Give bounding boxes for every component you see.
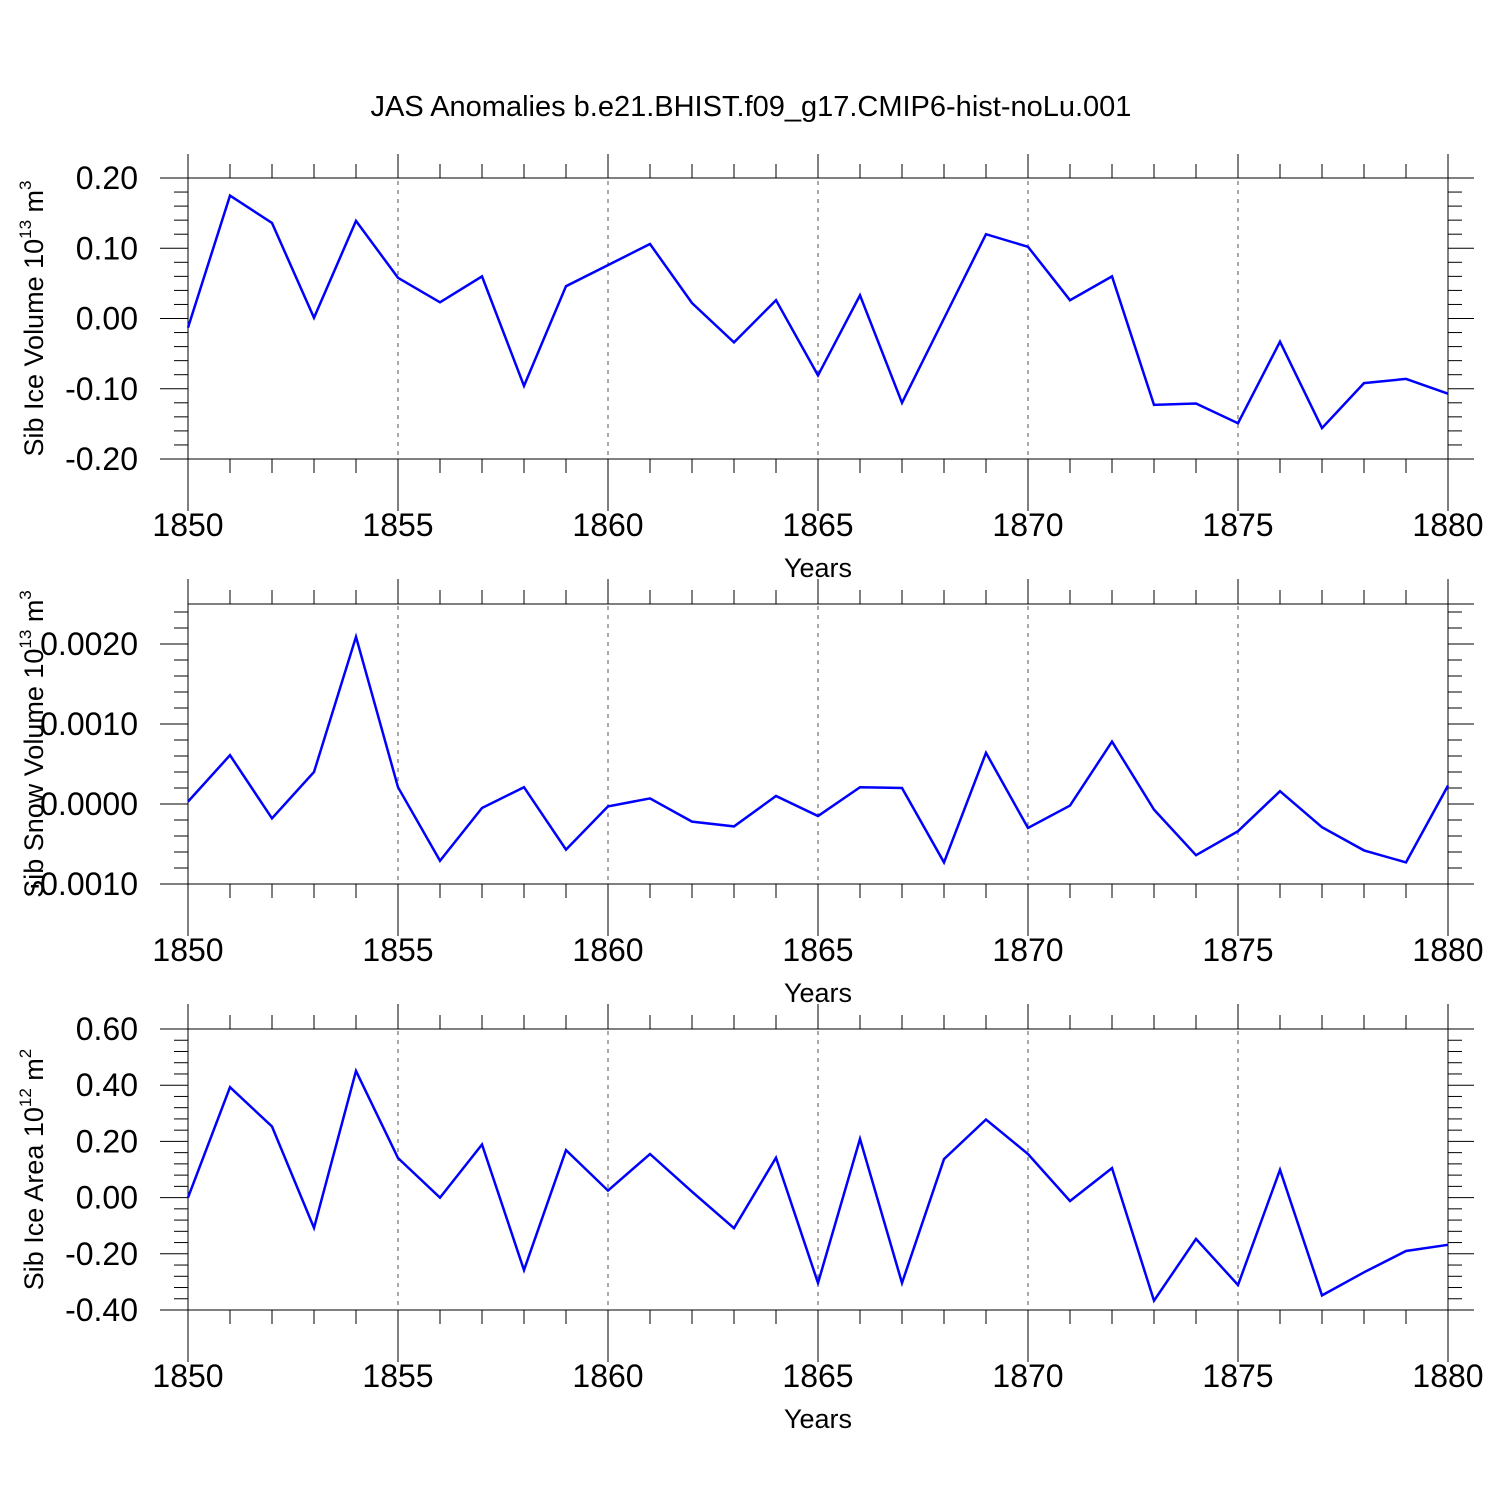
x-tick-label: 1875 bbox=[1202, 932, 1273, 968]
panels: 1850 1855 1860 1865 1870 1875 1880 0.20 0.10 0.00… bbox=[16, 154, 1484, 1434]
x-axis-label: Years bbox=[784, 553, 852, 583]
chart-title: JAS Anomalies b.e21.BHIST.f09_g17.CMIP6-… bbox=[371, 91, 1132, 123]
x-tick-label: 1860 bbox=[572, 1358, 643, 1394]
x-tick-label: 1860 bbox=[572, 932, 643, 968]
y-tick-label: 0.20 bbox=[76, 160, 138, 196]
x-tick-label: 1850 bbox=[152, 507, 223, 543]
y-tick-label: 0.20 bbox=[76, 1123, 138, 1159]
y-tick-label: -0.0010 bbox=[29, 866, 138, 902]
y-tick-label: -0.40 bbox=[65, 1292, 138, 1328]
y-tick-label: 0.0000 bbox=[40, 786, 138, 822]
y-tick-label: 0.0010 bbox=[40, 706, 138, 742]
y-tick-label: 0.40 bbox=[76, 1067, 138, 1103]
panel-1: 1850 1855 1860 1865 1870 1875 1880 0.20 0.10 0.00… bbox=[16, 154, 1484, 583]
y-tick-label: 0.10 bbox=[76, 230, 138, 266]
y-tick-label: -0.10 bbox=[65, 371, 138, 407]
y-tick-label: 0.60 bbox=[76, 1011, 138, 1047]
y-tick-label: 0.00 bbox=[76, 1180, 138, 1216]
y-tick-label: -0.20 bbox=[65, 441, 138, 477]
x-tick-label: 1870 bbox=[992, 932, 1063, 968]
x-tick-label: 1880 bbox=[1412, 932, 1483, 968]
y-tick-label: -0.20 bbox=[65, 1236, 138, 1272]
y-axis-label: Sib Ice Area 1012 m2 bbox=[16, 1049, 49, 1291]
panel-3: 1850 1855 1860 1865 1870 1875 1880 0.60 0.40 0.20… bbox=[16, 1004, 1484, 1434]
x-tick-label: 1860 bbox=[572, 507, 643, 543]
x-tick-label: 1870 bbox=[992, 507, 1063, 543]
y-axis-label: Sib Snow Volume 1013 m3 bbox=[16, 590, 49, 898]
x-tick-label: 1880 bbox=[1412, 507, 1483, 543]
x-tick-label: 1865 bbox=[782, 1358, 853, 1394]
y-axis-label: Sib Ice Volume 1013 m3 bbox=[16, 180, 49, 456]
data-series-line bbox=[186, 193, 1449, 431]
x-tick-label: 1875 bbox=[1202, 1358, 1273, 1394]
x-tick-label: 1865 bbox=[782, 932, 853, 968]
x-axis-label: Years bbox=[784, 978, 852, 1008]
y-tick-label: 0.00 bbox=[76, 301, 138, 337]
x-axis-label: Years bbox=[784, 1404, 852, 1434]
x-tick-label: 1880 bbox=[1412, 1358, 1483, 1394]
x-tick-label: 1870 bbox=[992, 1358, 1063, 1394]
x-tick-label: 1855 bbox=[362, 932, 433, 968]
panel-2: 1850 1855 1860 1865 1870 1875 1880 0.0020 0.0010… bbox=[16, 579, 1484, 1008]
y-tick-label: 0.0020 bbox=[40, 626, 138, 662]
x-tick-label: 1875 bbox=[1202, 507, 1273, 543]
x-tick-label: 1850 bbox=[152, 1358, 223, 1394]
x-tick-label: 1865 bbox=[782, 507, 853, 543]
x-tick-label: 1850 bbox=[152, 932, 223, 968]
x-tick-label: 1855 bbox=[362, 1358, 433, 1394]
x-tick-label: 1855 bbox=[362, 507, 433, 543]
